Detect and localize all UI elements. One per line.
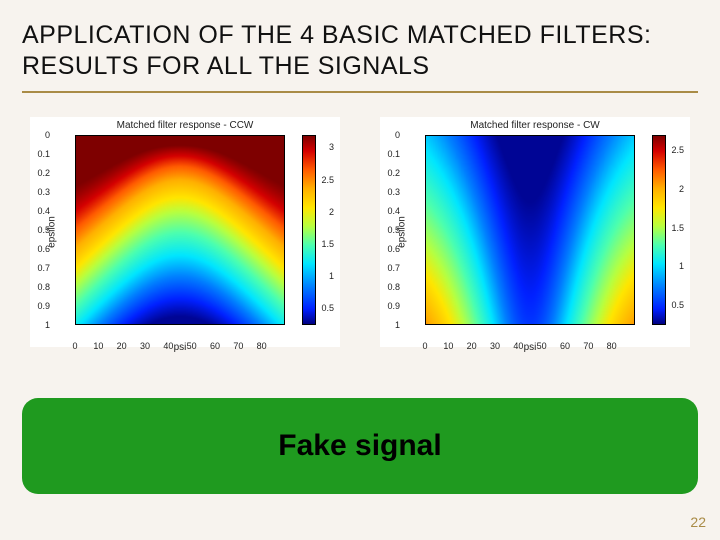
axis-tick: 50: [537, 341, 547, 351]
colorbar-tick: 0.5: [671, 300, 684, 310]
axis-tick: 0: [422, 341, 427, 351]
axis-tick: 0: [395, 130, 400, 140]
axis-tick: 1: [45, 320, 50, 330]
axis-tick: 0.9: [387, 301, 400, 311]
axis-tick: 10: [93, 341, 103, 351]
axis-tick: 0.2: [387, 168, 400, 178]
axis-tick: 0: [45, 130, 50, 140]
axis-tick: 0.9: [37, 301, 50, 311]
axis-tick: 0.1: [37, 149, 50, 159]
axis-tick: 20: [467, 341, 477, 351]
axis-tick: 0.5: [387, 225, 400, 235]
axis-tick: 0.6: [387, 244, 400, 254]
axis-tick: 60: [210, 341, 220, 351]
plot-left-xlabel: psi: [75, 342, 285, 353]
axis-tick: 0.5: [37, 225, 50, 235]
colorbar-tick: 1: [329, 271, 334, 281]
axis-tick: 0.8: [37, 282, 50, 292]
axis-tick: 1: [395, 320, 400, 330]
plots-row: Matched filter response - CCW epsilon ps…: [0, 99, 720, 347]
plot-left-colorbar: [302, 135, 316, 325]
axis-tick: 30: [490, 341, 500, 351]
colorbar-tick: 1: [679, 261, 684, 271]
colorbar-tick: 1.5: [321, 239, 334, 249]
axis-tick: 0.1: [387, 149, 400, 159]
axis-tick: 40: [513, 341, 523, 351]
banner-label: Fake signal: [278, 429, 441, 463]
axis-tick: 0.2: [37, 168, 50, 178]
plot-left-heatmap: [75, 135, 285, 325]
slide-title: APPLICATION OF THE 4 BASIC MATCHED FILTE…: [22, 20, 698, 83]
axis-tick: 0.3: [37, 187, 50, 197]
colorbar-tick: 1.5: [671, 223, 684, 233]
axis-tick: 30: [140, 341, 150, 351]
plot-right-heatmap: [425, 135, 635, 325]
colorbar-tick: 2.5: [671, 145, 684, 155]
plot-left-title: Matched filter response - CCW: [30, 120, 340, 131]
axis-tick: 50: [187, 341, 197, 351]
axis-tick: 70: [583, 341, 593, 351]
colorbar-tick: 2.5: [321, 175, 334, 185]
axis-tick: 80: [607, 341, 617, 351]
axis-tick: 0.7: [37, 263, 50, 273]
axis-tick: 0.6: [37, 244, 50, 254]
plot-right-panel: Matched filter response - CW epsilon psi…: [380, 117, 690, 347]
axis-tick: 0.4: [387, 206, 400, 216]
plot-right-colorbar: [652, 135, 666, 325]
axis-tick: 0.3: [387, 187, 400, 197]
plot-right-xlabel: psi: [425, 342, 635, 353]
axis-tick: 0.4: [37, 206, 50, 216]
axis-tick: 0.7: [387, 263, 400, 273]
axis-tick: 20: [117, 341, 127, 351]
title-underline: [22, 91, 698, 93]
axis-tick: 0.8: [387, 282, 400, 292]
axis-tick: 70: [233, 341, 243, 351]
colorbar-tick: 3: [329, 142, 334, 152]
plot-right-title: Matched filter response - CW: [380, 120, 690, 131]
colorbar-tick: 0.5: [321, 303, 334, 313]
slide-title-block: APPLICATION OF THE 4 BASIC MATCHED FILTE…: [0, 0, 720, 99]
axis-tick: 80: [257, 341, 267, 351]
axis-tick: 10: [443, 341, 453, 351]
axis-tick: 40: [163, 341, 173, 351]
colorbar-tick: 2: [329, 207, 334, 217]
fake-signal-banner: Fake signal: [22, 398, 698, 494]
axis-tick: 0: [72, 341, 77, 351]
axis-tick: 60: [560, 341, 570, 351]
colorbar-tick: 2: [679, 184, 684, 194]
plot-left-panel: Matched filter response - CCW epsilon ps…: [30, 117, 340, 347]
page-number: 22: [690, 514, 706, 530]
